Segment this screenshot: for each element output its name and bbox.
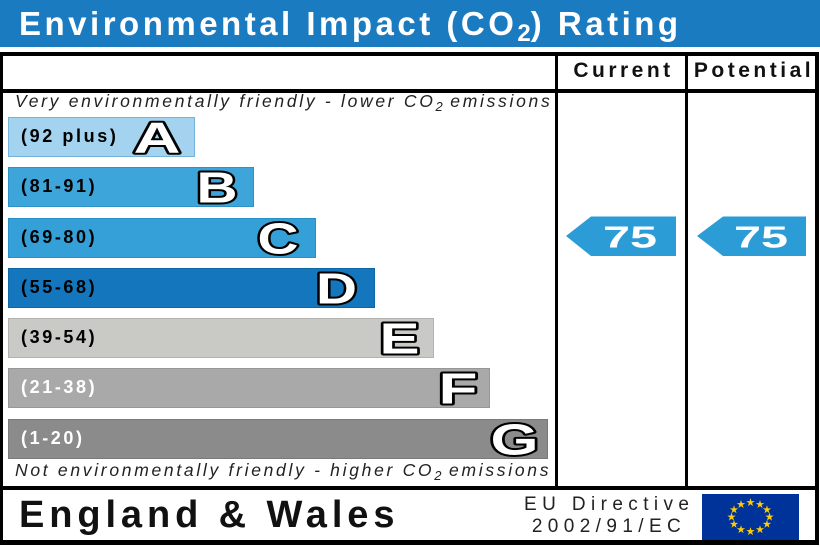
svg-text:75: 75: [734, 220, 788, 255]
svg-text:C: C: [258, 219, 299, 259]
svg-text:D: D: [316, 269, 357, 309]
svg-text:B: B: [197, 168, 238, 208]
svg-text:75: 75: [603, 220, 657, 255]
svg-text:F: F: [439, 369, 478, 409]
svg-text:A: A: [134, 118, 181, 158]
svg-text:E: E: [380, 319, 420, 359]
svg-text:G: G: [491, 420, 539, 460]
